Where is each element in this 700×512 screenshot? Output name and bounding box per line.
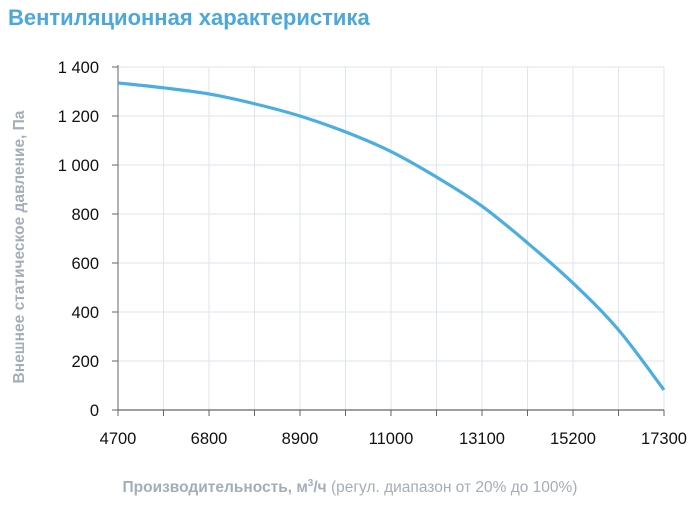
y-tick-label: 400 xyxy=(71,304,99,322)
series xyxy=(117,81,666,391)
chart-title: Вентиляционная характеристика xyxy=(8,5,370,30)
y-tick-label: 200 xyxy=(71,353,99,371)
x-axis-label-note: (регул. диапазон от 20% до 100%) xyxy=(326,479,578,497)
x-tick-label: 13100 xyxy=(459,430,505,448)
x-tick-label: 6800 xyxy=(191,430,228,448)
y-tick-label: 800 xyxy=(71,206,99,224)
y-axis-label: Внешнее статическое давление, Па xyxy=(11,110,28,383)
x-tick-label: 17300 xyxy=(641,430,687,448)
x-axis-label: Производительность, м3/ч (регул. диапазо… xyxy=(0,478,700,497)
x-axis-label-unit: /ч xyxy=(313,479,327,497)
x-axis-label-main: Производительность, м xyxy=(122,479,308,497)
axes xyxy=(112,65,665,416)
y-tick-label: 600 xyxy=(71,255,99,273)
series-line xyxy=(117,81,666,391)
y-tick-label: 1 000 xyxy=(58,157,99,175)
grid xyxy=(118,66,665,410)
tick-labels: 0 200 400 600 800 1 000 1 200 1 400 4700 6800 8900… xyxy=(58,59,687,448)
y-tick-label: 1 400 xyxy=(58,59,99,77)
y-tick-label: 1 200 xyxy=(58,108,99,126)
x-tick-label: 4700 xyxy=(100,430,137,448)
x-tick-label: 8900 xyxy=(282,430,319,448)
y-tick-label: 0 xyxy=(90,402,99,420)
x-tick-label: 15200 xyxy=(550,430,596,448)
x-axis-label-sup: 3 xyxy=(307,478,314,489)
x-tick-label: 11000 xyxy=(369,430,414,448)
